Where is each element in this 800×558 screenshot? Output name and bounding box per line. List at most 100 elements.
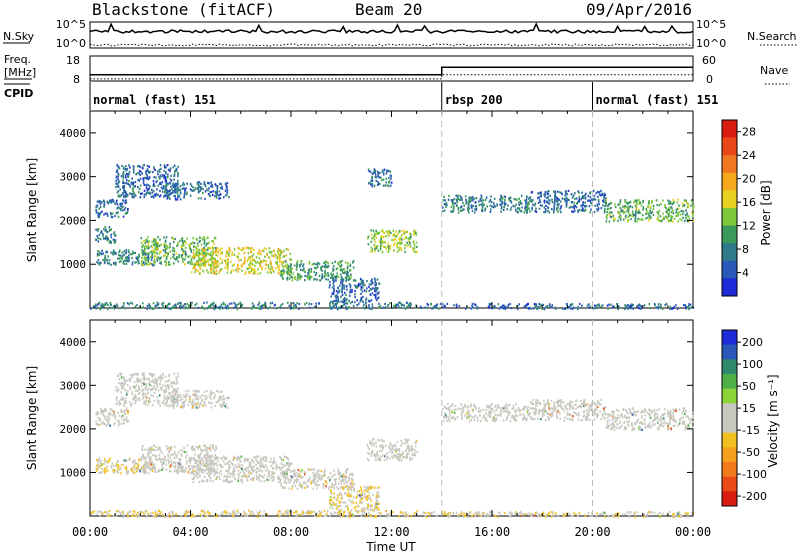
noise-search-line	[90, 44, 693, 46]
heatmap-cell	[553, 208, 555, 210]
heatmap-cell	[286, 254, 288, 256]
heatmap-cell	[216, 465, 218, 467]
heatmap-cell	[342, 284, 344, 286]
heatmap-cell	[282, 251, 284, 253]
heatmap-cell	[371, 308, 373, 310]
heatmap-cell	[147, 305, 149, 307]
heatmap-cell	[173, 305, 175, 307]
heatmap-cell	[184, 258, 186, 260]
heatmap-cell	[373, 230, 375, 232]
heatmap-cell	[559, 199, 561, 201]
heatmap-cell	[265, 464, 267, 466]
heatmap-cell	[142, 393, 144, 395]
heatmap-cell	[150, 193, 152, 195]
heatmap-cell	[214, 273, 216, 275]
heatmap-cell	[325, 278, 327, 280]
heatmap-cell	[197, 270, 199, 272]
heatmap-cell	[182, 261, 184, 263]
heatmap-cell	[235, 305, 237, 307]
heatmap-cell	[316, 279, 318, 281]
heatmap-cell	[165, 251, 167, 253]
heatmap-cell	[103, 228, 105, 230]
heatmap-cell	[266, 254, 268, 256]
heatmap-cell	[598, 199, 600, 201]
heatmap-cell	[649, 215, 651, 217]
heatmap-cell	[183, 196, 185, 198]
heatmap-cell	[333, 285, 335, 287]
heatmap-cell	[185, 187, 187, 189]
heatmap-cell	[597, 204, 599, 206]
heatmap-cell	[659, 204, 661, 206]
heatmap-cell	[548, 199, 550, 201]
heatmap-cell	[664, 204, 666, 206]
heatmap-cell	[393, 230, 395, 232]
heatmap-cell	[163, 468, 165, 470]
heatmap-cell	[574, 198, 576, 200]
heatmap-cell	[351, 289, 353, 291]
heatmap-cell	[577, 308, 579, 310]
heatmap-cell	[585, 193, 587, 195]
heatmap-cell	[610, 202, 612, 204]
heatmap-cell	[159, 448, 161, 450]
heatmap-cell	[620, 216, 622, 218]
heatmap-cell	[191, 459, 193, 461]
heatmap-cell	[202, 449, 204, 451]
heatmap-cell	[342, 271, 344, 273]
heatmap-cell	[225, 190, 227, 192]
heatmap-cell	[259, 265, 261, 267]
heatmap-cell	[166, 184, 168, 186]
heatmap-cell	[157, 248, 159, 250]
heatmap-cell	[625, 217, 627, 219]
heatmap-cell	[267, 307, 269, 309]
heatmap-cell	[214, 474, 216, 476]
heatmap-cell	[198, 256, 200, 258]
heatmap-cell	[107, 262, 109, 264]
heatmap-cell	[223, 480, 225, 482]
heatmap-cell	[534, 303, 536, 305]
heatmap-cell	[134, 381, 136, 383]
heatmap-cell	[152, 171, 154, 173]
heatmap-cell	[116, 396, 118, 398]
heatmap-cell	[177, 467, 179, 469]
heatmap-cell	[607, 208, 609, 210]
heatmap-cell	[290, 266, 292, 268]
heatmap-cell	[377, 293, 379, 295]
heatmap-cell	[208, 263, 210, 265]
heatmap-cell	[546, 201, 548, 203]
heatmap-cell	[685, 217, 687, 219]
heatmap-cell	[244, 468, 246, 470]
heatmap-cell	[372, 303, 374, 305]
heatmap-cell	[672, 216, 674, 218]
heatmap-cell	[160, 461, 162, 463]
heatmap-cell	[324, 270, 326, 272]
heatmap-cell	[101, 211, 103, 213]
heatmap-cell	[257, 477, 259, 479]
heatmap-cell	[171, 188, 173, 190]
heatmap-cell	[388, 245, 390, 247]
heatmap-cell	[691, 201, 693, 203]
heatmap-cell	[520, 202, 522, 204]
heatmap-cell	[169, 303, 171, 305]
heatmap-cell	[479, 204, 481, 206]
heatmap-cell	[330, 277, 332, 279]
heatmap-cell	[273, 255, 275, 257]
heatmap-cell	[155, 305, 157, 307]
heatmap-cell	[167, 176, 169, 178]
heatmap-cell	[213, 460, 215, 462]
heatmap-cell	[403, 233, 405, 235]
heatmap-cell	[212, 480, 214, 482]
heatmap-cell	[490, 195, 492, 197]
heatmap-cell	[151, 189, 153, 191]
heatmap-cell	[687, 215, 689, 217]
heatmap-cell	[99, 302, 101, 304]
heatmap-cell	[684, 220, 686, 222]
heatmap-cell	[542, 308, 544, 310]
heatmap-cell	[222, 307, 224, 309]
heatmap-cell	[376, 284, 378, 286]
heatmap-cell	[160, 164, 162, 166]
heatmap-cell	[624, 308, 626, 310]
heatmap-cell	[193, 457, 195, 459]
heatmap-cell	[378, 176, 380, 178]
heatmap-cell	[590, 191, 592, 193]
heatmap-cell	[500, 203, 502, 205]
